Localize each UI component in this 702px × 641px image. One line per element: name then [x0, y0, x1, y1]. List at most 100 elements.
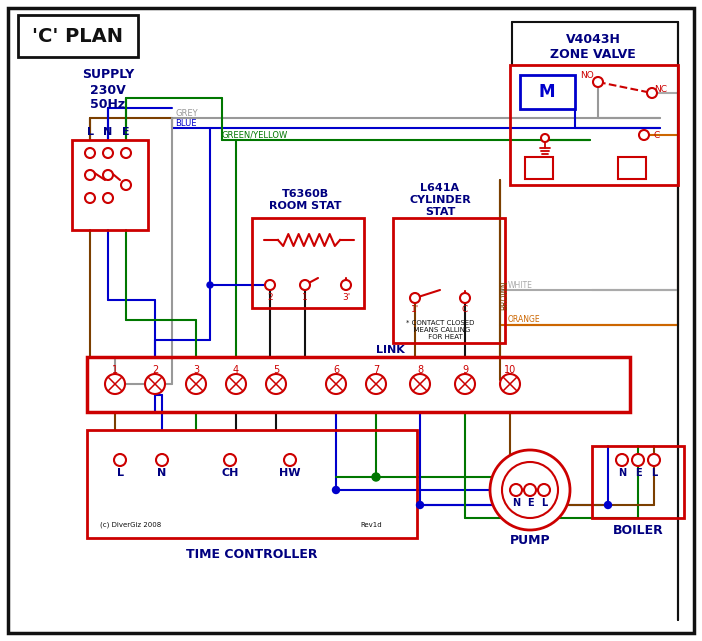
Circle shape: [341, 280, 351, 290]
Text: TIME CONTROLLER: TIME CONTROLLER: [186, 549, 318, 562]
Text: 1': 1': [411, 306, 419, 315]
Text: PUMP: PUMP: [510, 533, 550, 547]
Circle shape: [186, 374, 206, 394]
Circle shape: [224, 454, 236, 466]
Circle shape: [300, 280, 310, 290]
Circle shape: [145, 374, 165, 394]
Circle shape: [538, 484, 550, 496]
Text: N: N: [618, 468, 626, 478]
Text: 1: 1: [302, 292, 308, 301]
Text: E: E: [635, 468, 642, 478]
Text: L: L: [117, 468, 124, 478]
Bar: [72, 140, 148, 230]
Bar: [252, 218, 364, 308]
Circle shape: [85, 170, 95, 180]
Text: 'C' PLAN: 'C' PLAN: [32, 26, 124, 46]
Text: 2: 2: [267, 292, 273, 301]
Bar: [592, 446, 684, 518]
Text: L: L: [651, 468, 657, 478]
Text: 5: 5: [273, 365, 279, 375]
Text: GREY: GREY: [175, 108, 198, 117]
Text: NC: NC: [654, 85, 667, 94]
Circle shape: [121, 148, 131, 158]
Circle shape: [524, 484, 536, 496]
Circle shape: [266, 374, 286, 394]
Text: 2: 2: [152, 365, 158, 375]
Text: GREEN/YELLOW: GREEN/YELLOW: [222, 131, 289, 140]
Circle shape: [416, 501, 423, 508]
Bar: [393, 218, 505, 343]
Text: N: N: [157, 468, 166, 478]
Text: 3': 3': [342, 292, 350, 301]
Bar: [510, 65, 678, 185]
Text: 9: 9: [462, 365, 468, 375]
Text: L641A
CYLINDER
STAT: L641A CYLINDER STAT: [409, 183, 471, 217]
Circle shape: [121, 180, 131, 190]
Text: T6360B
ROOM STAT: T6360B ROOM STAT: [269, 189, 341, 211]
Text: 6: 6: [333, 365, 339, 375]
Text: NO: NO: [580, 71, 594, 79]
Circle shape: [105, 374, 125, 394]
Text: N: N: [512, 498, 520, 508]
Circle shape: [326, 374, 346, 394]
Circle shape: [226, 374, 246, 394]
Text: ORANGE: ORANGE: [508, 315, 541, 324]
Circle shape: [103, 170, 113, 180]
Bar: [520, 75, 575, 109]
Text: LINK: LINK: [376, 345, 404, 355]
Text: HW: HW: [279, 468, 300, 478]
Text: 10: 10: [504, 365, 516, 375]
Circle shape: [103, 193, 113, 203]
Bar: [618, 157, 646, 179]
Text: BROWN: BROWN: [501, 280, 510, 310]
Text: 3: 3: [193, 365, 199, 375]
Bar: [87, 357, 630, 412]
Text: C: C: [654, 131, 661, 140]
Text: CH: CH: [221, 468, 239, 478]
Circle shape: [541, 134, 549, 142]
Text: BOILER: BOILER: [613, 524, 663, 537]
Text: 7: 7: [373, 365, 379, 375]
Circle shape: [85, 148, 95, 158]
Circle shape: [85, 193, 95, 203]
Circle shape: [207, 282, 213, 288]
Circle shape: [103, 148, 113, 158]
Text: E: E: [526, 498, 534, 508]
Text: 8: 8: [417, 365, 423, 375]
Text: 1: 1: [112, 365, 118, 375]
Text: V4043H
ZONE VALVE: V4043H ZONE VALVE: [550, 33, 636, 61]
Text: L: L: [86, 127, 93, 137]
Circle shape: [366, 374, 386, 394]
Circle shape: [284, 454, 296, 466]
Circle shape: [632, 454, 644, 466]
Text: (c) DiverGiz 2008: (c) DiverGiz 2008: [100, 522, 161, 528]
Text: N: N: [103, 127, 112, 137]
Circle shape: [510, 484, 522, 496]
Circle shape: [455, 374, 475, 394]
Circle shape: [410, 293, 420, 303]
Circle shape: [500, 374, 520, 394]
Text: SUPPLY
230V
50Hz: SUPPLY 230V 50Hz: [82, 69, 134, 112]
Bar: [18, 15, 138, 57]
Text: 4: 4: [233, 365, 239, 375]
Circle shape: [604, 501, 611, 508]
Circle shape: [502, 462, 558, 518]
Bar: [87, 430, 417, 538]
Circle shape: [593, 77, 603, 87]
Text: M: M: [538, 83, 555, 101]
Circle shape: [333, 487, 340, 494]
Circle shape: [639, 130, 649, 140]
Circle shape: [460, 293, 470, 303]
Circle shape: [490, 450, 570, 530]
Text: C: C: [462, 306, 468, 315]
Text: BLUE: BLUE: [175, 119, 197, 128]
Circle shape: [156, 454, 168, 466]
Text: E: E: [122, 127, 130, 137]
Circle shape: [265, 280, 275, 290]
Circle shape: [616, 454, 628, 466]
Circle shape: [410, 374, 430, 394]
Circle shape: [114, 454, 126, 466]
Text: L: L: [541, 498, 547, 508]
Text: WHITE: WHITE: [508, 281, 533, 290]
Bar: [525, 157, 553, 179]
